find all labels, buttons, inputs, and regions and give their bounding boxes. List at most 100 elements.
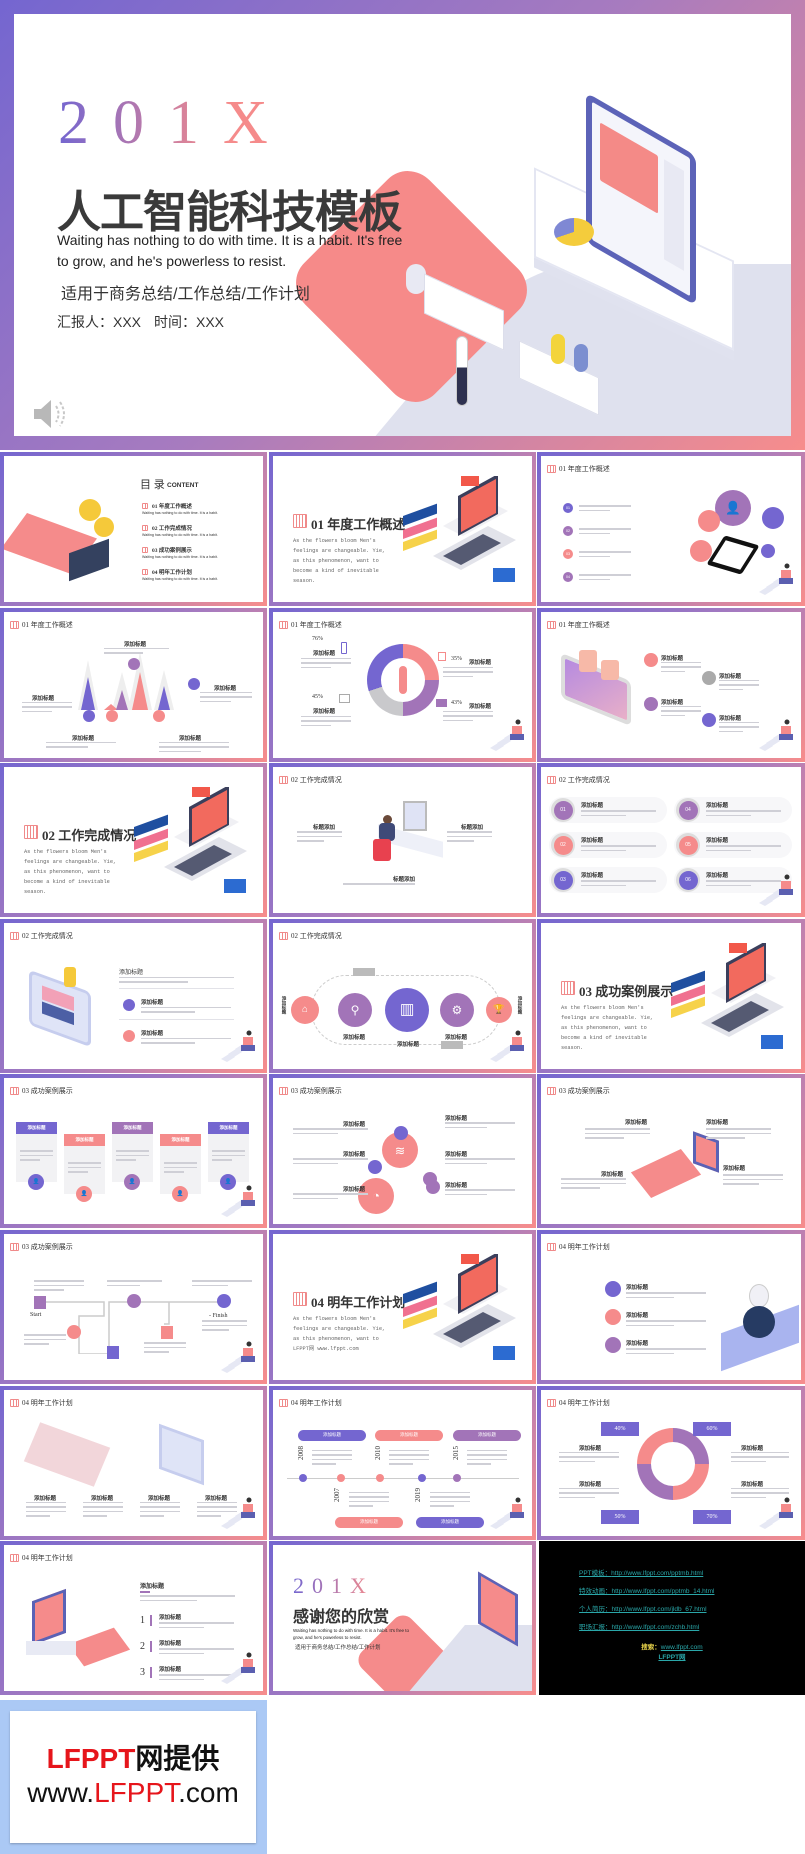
link-url[interactable]: http://www.lfppt.com/pptmb_14.html [611,1588,715,1596]
card-number-ring: 06 [676,868,700,893]
slide-thumbnail[interactable]: 04 明年工作计划 添加标题 添加标题 添加标题 [537,1230,805,1384]
slide-thumbnail[interactable]: 03 成功案例展示 添加标题 👤 添加标题 👤 添加标题 👤 添加标题 👤 添加标题 👤 [0,1074,267,1229]
step-divider [150,1667,152,1679]
add-title-label: 添加标题 [343,1122,366,1129]
robot-illustration [406,264,426,294]
body-text-placeholder [141,1006,231,1009]
slide-thumbnail[interactable]: 03 成功案例展示 ≋ ◔ 添加标题 添加标题 添加标题 添加标题 添加标题 添加标题 [269,1074,536,1229]
slide-thumbnail[interactable]: 02 工作完成情况 标题添加 标题添加 标题添加 [269,763,536,918]
cover-slide[interactable]: 201X 人工智能科技模板 Waiting has nothing to do … [0,0,805,450]
slide-thumbnail[interactable]: PPT模板：http://www.lfppt.com/pptmb.html 特效动… [537,1541,805,1696]
body-text-placeholder [706,1137,745,1139]
pin-bubble-icon [762,507,784,529]
body-text-placeholder [579,509,611,511]
add-title-label: 添加标题 [313,650,336,657]
card-number: 04 [678,800,698,820]
slide-header: 04 明年工作计划 [559,1243,610,1251]
slide-thumbnail[interactable]: 目 录 CONTENT 01 年度工作概述 Waiting has nothing t… [0,452,267,606]
link-url[interactable]: http://www.lfppt.com/pptmb.html [611,1570,704,1578]
timeline-dot [337,1473,345,1482]
slide-thumbnail[interactable]: 201X 感谢您的欣赏 Waiting has nothing to do with… [269,1541,536,1696]
slide-canvas: 201X 感谢您的欣赏 Waiting has nothing to do with… [273,1545,532,1692]
slide-thumbnail[interactable]: 03 成功案例展示 As the flowers bloom Men's feel… [537,918,805,1073]
link-url[interactable]: http://www.lfppt.com/zchb.html [611,1624,700,1632]
body-text-placeholder [626,1292,706,1294]
add-title-label: 添加标题 [140,1584,165,1591]
speaker-icon[interactable] [30,396,70,432]
pct-label: 76% [312,635,323,642]
body-text-placeholder [159,1626,204,1629]
toc-item-icon [142,547,148,553]
body-text-placeholder [706,884,751,887]
card-number-ring: 01 [551,798,575,823]
add-title-label: 添加标题 [343,1187,366,1194]
slide-thumbnail[interactable]: 01 年度工作概述 01 02 03 04 👤 [537,452,805,606]
body-text-placeholder [731,1451,789,1454]
slide-thumbnail[interactable]: 01 年度工作概述 添加标题 添加标题 添加标题 添加标题 添加标题 [0,607,267,762]
body-text-placeholder [579,528,631,530]
slide-thumbnail[interactable]: 02 工作完成情况 ⌂ ⚲ ▥ ⚙ 🏆 添加标题 添加标题 添加标题 添加标题 添加标题 [269,918,536,1073]
slide-thumbnail[interactable]: 01 年度工作概述 As the flowers bloom Men's feel… [269,452,536,606]
add-title-label: 添加标题 [469,659,492,666]
hex-icon [644,652,658,667]
user-icon: 👤 [28,1174,44,1191]
column-title: 添加标题 [75,1137,94,1143]
body-text-placeholder [579,532,611,534]
add-title-label: 添加标题 [141,1030,164,1037]
body-text-placeholder [579,505,631,507]
body-text-placeholder [140,1510,180,1513]
add-title-label: 添加标题 [445,1034,468,1041]
slide-thumbnail[interactable]: 04 明年工作计划 添加标题 添加标题 添加标题 添加标题 [0,1385,267,1540]
slide-canvas: 01 年度工作概述 添加标题 添加标题 添加标题 添加标题 添加标题 [4,611,263,758]
link-row: PPT模板：http://www.lfppt.com/pptmb.html [579,1567,703,1577]
slide-thumbnail[interactable]: 02 工作完成情况 As the flowers bloom Men's feel… [0,763,267,918]
slide-thumbnail[interactable]: 01 年度工作概述 76% 添加标题 35% 添加标题 45% 添加标题 43% 添加标题 [269,607,536,762]
body-text-placeholder [164,1171,184,1173]
slide-thumbnail[interactable]: 02 工作完成情况 01 添加标题 02 添加标题 03 添加标题 04 添加标题 05 添加标题 0… [537,763,805,918]
slide-canvas: 03 成功案例展示 添加标题 添加标题 添加标题 添加标题 [541,1078,801,1225]
body-text-placeholder [140,1501,180,1504]
body-text-placeholder [445,1189,515,1191]
slide-thumbnail[interactable]: 03 成功案例展示 添加标题 添加标题 添加标题 添加标题 [537,1074,805,1229]
body-text-placeholder [445,1162,487,1165]
slide-thumbnail[interactable]: 02 工作完成情况 添加标题 添加标题 添加标题 [0,918,267,1073]
timeline-dot [418,1473,426,1482]
body-text-placeholder [443,671,493,673]
add-title-label: 添加标题 [397,1041,420,1048]
stairs-illustration [219,1496,257,1530]
body-text-placeholder [579,574,631,576]
laptop-illustration [403,474,523,596]
toc-title-en: CONTENT [167,482,199,489]
body-text-placeholder [159,746,229,748]
target-node [67,1325,81,1339]
footer-brand-box[interactable]: LFPPT网提供 www.LFPPT.com [0,1700,267,1854]
hex-number-badge: 02 [563,526,573,536]
slide-thumbnail[interactable]: 04 明年工作计划 添加标题 2008 添加标题 2010 添加标题 2015 添加标题 200… [269,1385,536,1540]
body-text-placeholder [581,849,626,852]
site-name-link[interactable]: LFPPT网 [658,1654,686,1662]
tablet-illustration [706,535,760,575]
trophy-icon: 🏆 [486,996,512,1023]
slide-canvas: 01 年度工作概述 添加标题 添加标题 添加标题 添加标题 [541,611,801,758]
slide-thumbnail[interactable]: 01 年度工作概述 添加标题 添加标题 添加标题 添加标题 [537,607,805,762]
link-label: PPT模板： [579,1570,612,1578]
body-text-placeholder [349,1500,389,1503]
body-text-placeholder [116,1154,149,1157]
slide-thumbnail[interactable]: 04 明年工作计划 40% 60% 50% 70% 添加标题 添加标题 添加标题 添加标题 [537,1385,805,1540]
link-url[interactable]: http://www.lfppt.com/jldb_67.html [611,1606,707,1614]
title-add-label: 标题添加 [393,877,416,884]
body-text-placeholder [293,1197,338,1200]
body-text-placeholder [719,684,759,686]
slide-thumbnail[interactable]: 03 成功案例展示 Start - Finish [0,1230,267,1384]
body-text-placeholder [389,1454,429,1456]
slide-header: 02 工作完成情况 [291,931,342,940]
body-text-placeholder [26,1515,50,1517]
section-title: 01 年度工作概述 [311,517,406,532]
slide-thumbnail[interactable]: 04 明年工作计划 As the flowers bloom Men's feel… [269,1230,536,1384]
search-link[interactable]: www.lfppt.com [660,1644,703,1652]
body-text-placeholder [159,1648,234,1650]
body-text-placeholder [22,710,52,713]
gear-icon: ⚙ [440,992,474,1027]
slide-thumbnail[interactable]: 04 明年工作计划 添加标题 1 添加标题 2 添加标题 3 添加标题 [0,1541,267,1696]
section-body: As the flowers bloom Men's feelings are … [561,1004,654,1051]
